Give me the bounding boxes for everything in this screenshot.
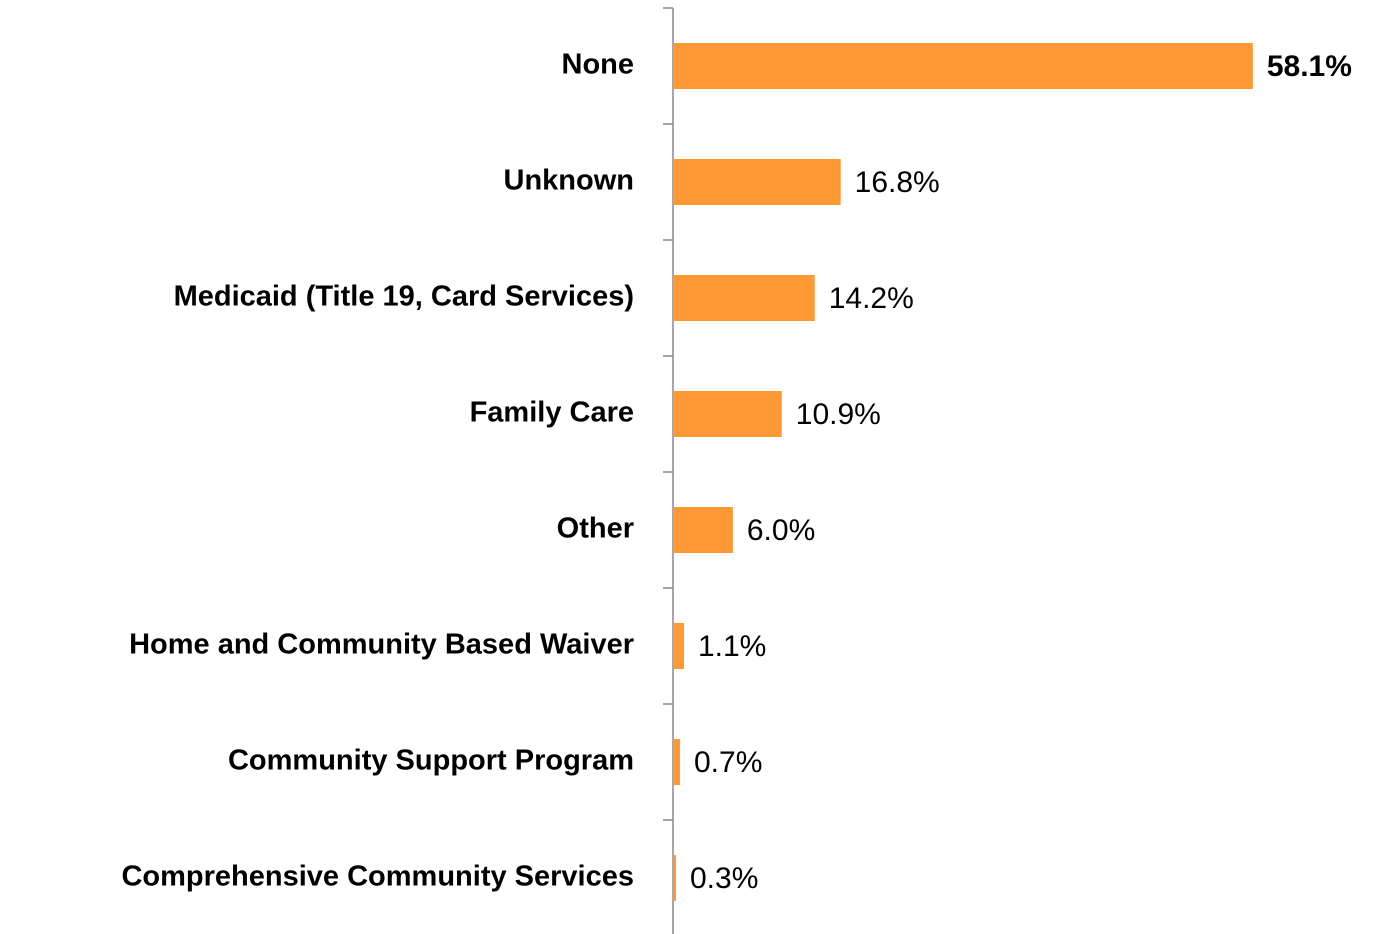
data-label: 14.2%	[829, 282, 914, 315]
bar	[673, 391, 782, 437]
category-label: Family Care	[470, 397, 634, 429]
bar	[673, 159, 841, 205]
bar	[673, 623, 684, 669]
category-label: Home and Community Based Waiver	[129, 629, 634, 661]
bar	[673, 507, 733, 553]
data-label: 0.7%	[694, 746, 762, 779]
data-label: 58.1%	[1267, 50, 1352, 83]
data-label: 6.0%	[747, 514, 815, 547]
data-label: 0.3%	[690, 862, 758, 895]
category-label: Medicaid (Title 19, Card Services)	[174, 281, 634, 313]
data-label: 16.8%	[855, 166, 940, 199]
category-label: Comprehensive Community Services	[121, 861, 634, 893]
category-label: Other	[557, 513, 634, 545]
category-label: None	[562, 49, 635, 81]
category-label: Unknown	[504, 165, 635, 197]
data-label: 1.1%	[698, 630, 766, 663]
bar	[673, 43, 1253, 89]
bar	[673, 739, 680, 785]
bar	[673, 275, 815, 321]
data-label: 10.9%	[796, 398, 881, 431]
category-label: Community Support Program	[228, 745, 634, 777]
bar	[673, 855, 676, 901]
